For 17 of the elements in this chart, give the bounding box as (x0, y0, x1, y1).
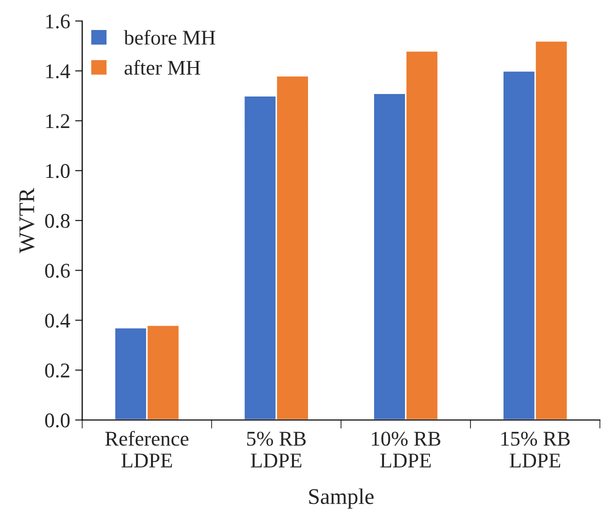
x-tick-label: 10% RB LDPE (372, 432, 440, 468)
y-tick-label: 1.4 (46, 64, 70, 78)
legend-label: before MH (124, 30, 216, 45)
y-tick-label: 0.4 (45, 314, 70, 328)
y-tick-label: 0.8 (45, 214, 70, 228)
legend-label: after MH (124, 60, 200, 75)
y-tick-label: 1.0 (46, 164, 70, 178)
x-tick-label: 15% RB LDPE (501, 432, 570, 468)
y-tick-label: 0.0 (45, 413, 70, 428)
y-tick-label: 0.2 (45, 364, 70, 378)
y-tick-label: 0.6 (45, 264, 70, 278)
y-tick-label: 1.6 (46, 14, 70, 29)
y-tick-label: 1.2 (46, 114, 70, 128)
x-tick-label: Reference LDPE (105, 430, 188, 468)
y-axis-title: WVTR (20, 188, 34, 254)
x-axis-title: Sample (309, 488, 374, 509)
x-tick-label: 5% RB LDPE (247, 432, 306, 468)
